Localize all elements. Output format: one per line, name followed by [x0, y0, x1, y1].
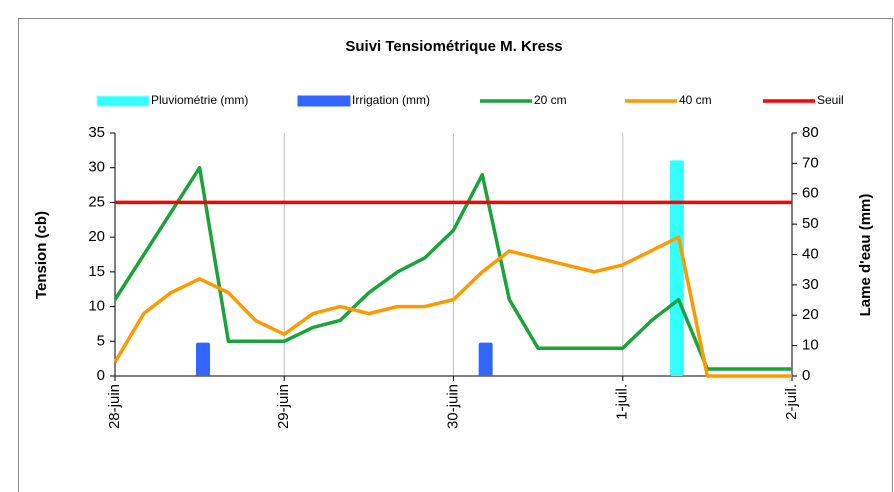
y-tick-label: 5 — [97, 332, 105, 349]
y2-axis-label: Lame d'eau (mm) — [857, 194, 874, 317]
line — [113, 235, 792, 378]
x-tick-label: 29-juin — [275, 384, 292, 429]
y-tick-label: 25 — [88, 193, 105, 210]
legend-label: 40 cm — [679, 93, 712, 107]
y2-tick-label: 40 — [802, 245, 819, 262]
y2-tick-label: 80 — [802, 124, 819, 141]
bar — [669, 160, 684, 376]
y-tick-label: 10 — [88, 298, 105, 315]
chart-title: Suivi Tensiométrique M. Kress — [345, 38, 562, 55]
y2-tick-label: 60 — [802, 185, 819, 202]
y2-tick-label: 10 — [802, 337, 819, 354]
y-tick-label: 0 — [97, 367, 105, 384]
legend-label: Irrigation (mm) — [352, 93, 430, 107]
y2-tick-label: 20 — [802, 306, 819, 323]
y2-tick-label: 0 — [802, 367, 810, 384]
y-tick-label: 15 — [88, 263, 105, 280]
bar — [478, 342, 493, 376]
y-tick-label: 20 — [88, 228, 105, 245]
x-tick-label: 30-juin — [444, 384, 461, 429]
chart-frame — [18, 18, 893, 492]
x-tick-label: 2-juil. — [783, 384, 800, 420]
legend-label: Seuil — [817, 93, 844, 107]
legend-label: Pluviométrie (mm) — [151, 93, 248, 107]
y2-tick-label: 50 — [802, 215, 819, 232]
y-tick-label: 35 — [88, 124, 105, 141]
y-tick-label: 30 — [88, 159, 105, 176]
y2-tick-label: 30 — [802, 276, 819, 293]
x-tick-label: 1-juil. — [614, 384, 631, 420]
legend-swatch — [297, 95, 351, 107]
bar — [196, 342, 211, 376]
x-tick-label: 28-juin — [106, 384, 123, 429]
y-axis-label: Tension (cb) — [33, 211, 50, 299]
y2-tick-label: 70 — [802, 154, 819, 171]
legend-swatch — [96, 95, 150, 107]
legend-label: 20 cm — [534, 93, 567, 107]
line — [113, 165, 792, 371]
